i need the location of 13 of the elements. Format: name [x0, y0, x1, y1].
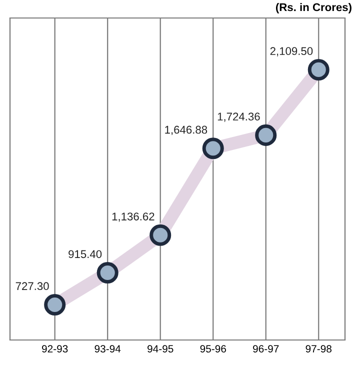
data-label: 1,136.62 [112, 212, 154, 222]
data-label: 915.40 [68, 250, 102, 258]
x-tick-label: 96-97 [253, 345, 279, 353]
x-tick-label: 92-93 [42, 345, 68, 353]
data-label: 1,724.36 [218, 112, 260, 122]
data-label: 1,646.88 [165, 126, 208, 135]
x-tick-label: 95-96 [200, 345, 226, 353]
data-label: 2,109.50 [270, 47, 313, 56]
x-tick-label: 97-98 [306, 345, 332, 353]
x-tick-label: 93-94 [94, 345, 121, 353]
chart-title: (Rs. in Crores) [276, 3, 352, 14]
data-label: 727.30 [16, 282, 49, 290]
x-tick-label: 94-95 [148, 345, 174, 353]
